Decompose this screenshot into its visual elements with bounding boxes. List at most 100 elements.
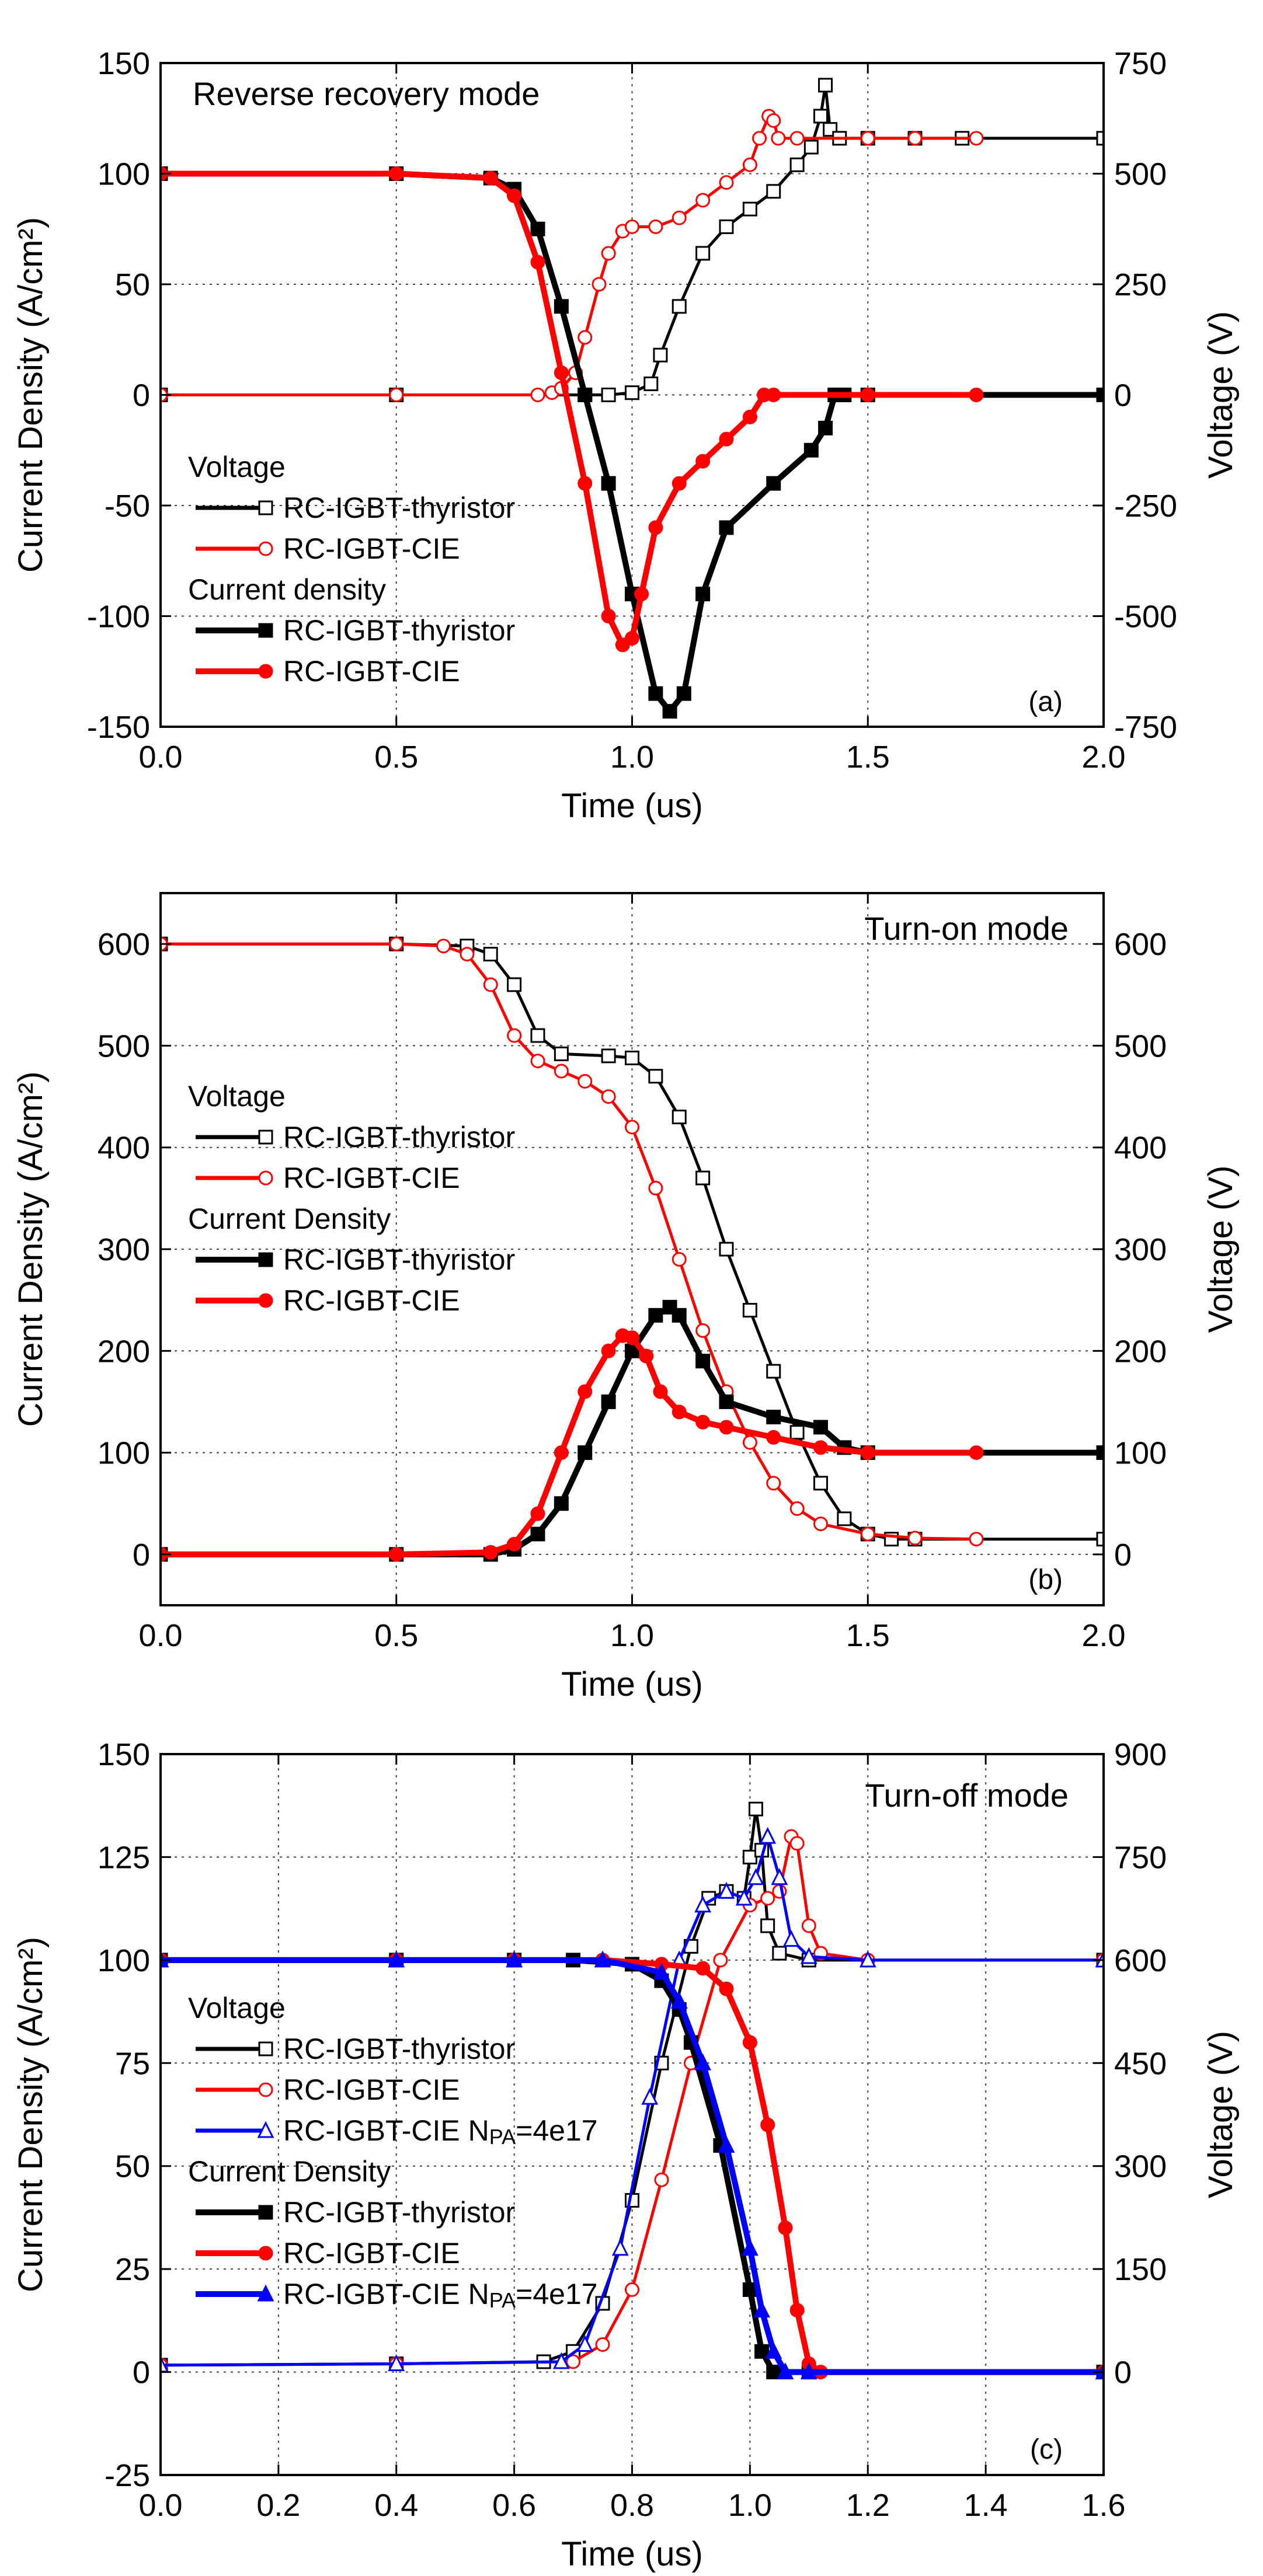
y2-tick-label: 450 [1114,2046,1167,2081]
data-point [671,1109,687,1124]
y2-tick-label: 750 [1114,46,1167,81]
data-point [719,1242,734,1257]
data-point [742,201,757,217]
y-tick-label: 0 [133,1538,150,1573]
legend: Voltage RC-IGBT-thyristor RC-IGBT-CIE Curre… [188,451,515,688]
chart-panel-b: 0.0 0.5 1.0 1.5 2.0 0 100 200 300 400 500 600 0 100 20… [12,892,1240,1703]
data-point [837,1511,852,1526]
legend-label: RC-IGBT-thyristor [283,2196,515,2229]
y-tick-label: 600 [98,927,150,962]
data-point [530,255,545,270]
data-point [860,1445,875,1460]
x-tick-label: 1.0 [610,740,654,775]
legend-marker [258,664,273,679]
data-point [694,1895,712,1913]
data-point [436,939,451,954]
mode-label: Turn-on mode [864,910,1069,947]
data-point [625,219,639,234]
data-point [648,219,663,234]
data-point [766,1430,781,1445]
legend-marker [258,541,273,556]
y-tick-label: 0 [133,2355,150,2390]
x-tick-label: 0.2 [256,2488,300,2523]
y-axis-label: Current Density (A/cm²) [12,1071,50,1427]
x-tick-label: 0.0 [138,740,182,775]
data-point [772,1946,787,1961]
legend-label: RC-IGBT-CIE [283,2237,460,2270]
legend-marker [258,2205,273,2220]
data-point [643,377,659,392]
data-point [601,1048,616,1064]
y2-tick-label: 500 [1114,157,1167,192]
legend-marker [257,2121,274,2138]
data-point [742,1435,757,1450]
y-tick-label: 100 [98,1436,150,1471]
data-point [789,1501,805,1516]
data-point [969,1445,984,1460]
data-point [695,454,711,469]
data-point [969,1532,984,1547]
data-point [566,2354,581,2369]
series-group [161,78,1104,719]
data-point [601,246,616,261]
data-point [483,1545,498,1560]
legend-marker [258,2082,273,2097]
data-point [676,686,691,701]
y-tick-label: 400 [98,1131,150,1166]
x-tick-label: 0.0 [138,2488,182,2523]
y2-tick-label: 0 [1114,1538,1132,1573]
data-point [803,442,819,458]
data-point [969,388,984,402]
legend-label: RC-IGBT-CIE [283,532,460,565]
data-point [648,1308,663,1323]
data-point [389,1547,404,1562]
data-point [554,365,569,381]
data-point [625,385,639,400]
y-tick-label: -50 [105,489,150,524]
data-point [670,1992,688,2009]
data-point [671,1308,687,1323]
data-point [818,420,833,435]
y2-tick-label: 150 [1114,2252,1167,2287]
data-point [601,1089,616,1104]
data-point [625,630,639,646]
data-point [625,2282,639,2297]
data-point [782,1930,800,1947]
data-point [653,347,668,362]
data-point [719,1394,734,1409]
data-point [601,476,616,491]
data-point [695,587,711,602]
data-point [860,131,875,146]
data-point [577,476,593,491]
data-point [634,587,649,602]
data-point [713,1953,728,1968]
data-point [592,277,607,292]
data-point [530,221,545,236]
legend-header: Voltage [188,451,286,483]
data-point [641,2087,659,2105]
data-point [766,1410,781,1425]
data-point [907,1531,923,1546]
data-point [671,299,687,314]
data-point [789,1836,805,1851]
data-point [718,2136,735,2153]
data-point [653,1384,668,1399]
data-point [813,1476,828,1491]
data-point [554,1064,569,1079]
data-point [766,2365,781,2380]
x-tick-label: 0.5 [374,740,418,775]
y-tick-label: 125 [98,1840,150,1875]
data-point [671,476,687,491]
y-tick-label: 200 [98,1334,150,1369]
data-point [389,166,404,181]
y2-tick-label: -750 [1114,710,1177,745]
data-point [695,1414,711,1430]
data-point [507,977,522,992]
data-point [860,388,875,402]
data-point [460,947,475,962]
data-point [760,1891,775,1906]
data-point [813,1420,828,1435]
y-tick-label: 50 [115,267,150,302]
panel-tag: (b) [1028,1564,1063,1595]
